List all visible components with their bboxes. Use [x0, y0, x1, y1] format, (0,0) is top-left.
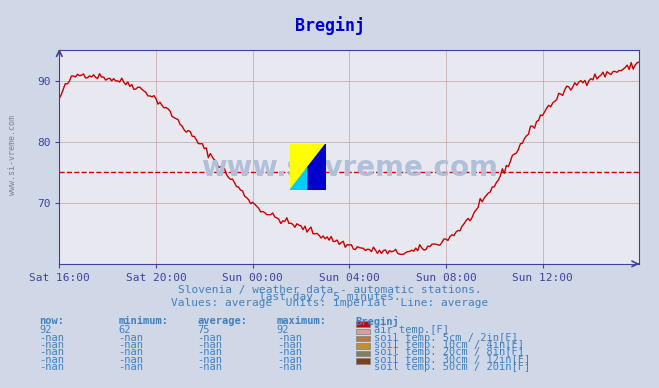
Text: -nan: -nan [277, 347, 302, 357]
Text: maximum:: maximum: [277, 316, 327, 326]
Text: Values: average  Units: imperial  Line: average: Values: average Units: imperial Line: av… [171, 298, 488, 308]
Text: -nan: -nan [198, 362, 223, 372]
Polygon shape [290, 144, 326, 190]
Polygon shape [308, 144, 326, 190]
Text: -nan: -nan [198, 347, 223, 357]
Text: -nan: -nan [40, 347, 65, 357]
Text: soil temp. 30cm / 12in[F]: soil temp. 30cm / 12in[F] [374, 355, 530, 365]
Text: soil temp. 20cm / 8in[F]: soil temp. 20cm / 8in[F] [374, 347, 525, 357]
Text: -nan: -nan [40, 340, 65, 350]
Text: -nan: -nan [40, 355, 65, 365]
Text: now:: now: [40, 316, 65, 326]
Text: Breginj: Breginj [295, 16, 364, 35]
Text: soil temp. 5cm / 2in[F]: soil temp. 5cm / 2in[F] [374, 333, 518, 343]
Text: soil temp. 50cm / 20in[F]: soil temp. 50cm / 20in[F] [374, 362, 530, 372]
Text: -nan: -nan [277, 333, 302, 343]
Text: -nan: -nan [119, 362, 144, 372]
Text: -nan: -nan [119, 355, 144, 365]
Text: 62: 62 [119, 325, 131, 335]
Text: -nan: -nan [198, 340, 223, 350]
Text: -nan: -nan [277, 340, 302, 350]
Text: Breginj: Breginj [356, 316, 399, 327]
Text: www.si-vreme.com: www.si-vreme.com [8, 115, 17, 195]
Text: www.si-vreme.com: www.si-vreme.com [201, 154, 498, 182]
Text: -nan: -nan [277, 362, 302, 372]
Text: soil temp. 10cm / 4in[F]: soil temp. 10cm / 4in[F] [374, 340, 525, 350]
Text: -nan: -nan [277, 355, 302, 365]
Text: average:: average: [198, 316, 248, 326]
Text: -nan: -nan [119, 347, 144, 357]
Text: Slovenia / weather data - automatic stations.: Slovenia / weather data - automatic stat… [178, 285, 481, 295]
Text: -nan: -nan [119, 333, 144, 343]
Text: last day / 5 minutes.: last day / 5 minutes. [258, 292, 401, 302]
Text: -nan: -nan [198, 333, 223, 343]
Text: -nan: -nan [198, 355, 223, 365]
Text: -nan: -nan [40, 333, 65, 343]
Text: 75: 75 [198, 325, 210, 335]
Text: 92: 92 [277, 325, 289, 335]
Text: -nan: -nan [119, 340, 144, 350]
Text: 92: 92 [40, 325, 52, 335]
Text: minimum:: minimum: [119, 316, 169, 326]
Text: -nan: -nan [40, 362, 65, 372]
Text: air temp.[F]: air temp.[F] [374, 325, 449, 335]
Polygon shape [290, 144, 326, 190]
